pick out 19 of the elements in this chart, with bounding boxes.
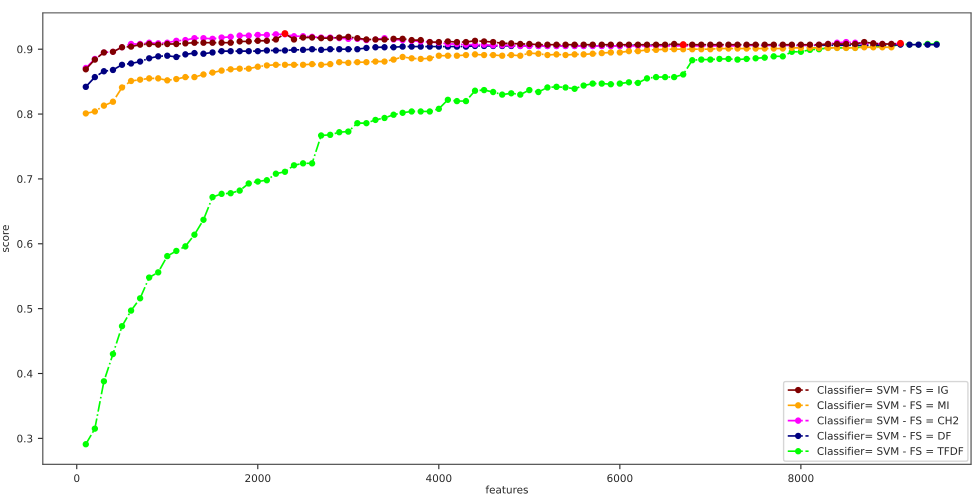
y-tick-label: 0.8 — [17, 110, 32, 118]
x-tick-label: 0 — [74, 474, 80, 482]
y-axis-title: score — [2, 225, 9, 252]
x-tick-label: 4000 — [426, 474, 452, 482]
y-tick-label: 0.4 — [17, 370, 33, 378]
legend-label: Classifier= SVM - FS = CH2 — [818, 416, 958, 424]
legend-label: Classifier= SVM - FS = MI — [818, 401, 948, 410]
x-axis-title: features — [486, 486, 528, 494]
y-tick-label: 0.5 — [17, 304, 32, 313]
y-tick-label: 0.7 — [17, 175, 32, 184]
y-tick-label: 0.3 — [17, 434, 32, 442]
x-tick-label: 6000 — [607, 474, 632, 482]
x-tick-label: 2000 — [245, 474, 270, 482]
legend-label: Classifier= SVM - FS = TFDF — [818, 446, 964, 455]
y-tick-label: 0.6 — [17, 240, 32, 248]
x-tick-label: 8000 — [788, 474, 814, 482]
legend-label: Classifier= SVM - FS = DF — [818, 432, 951, 440]
y-tick-label: 0.9 — [17, 45, 32, 54]
legend-label: Classifier= SVM - FS = IG — [818, 386, 948, 394]
